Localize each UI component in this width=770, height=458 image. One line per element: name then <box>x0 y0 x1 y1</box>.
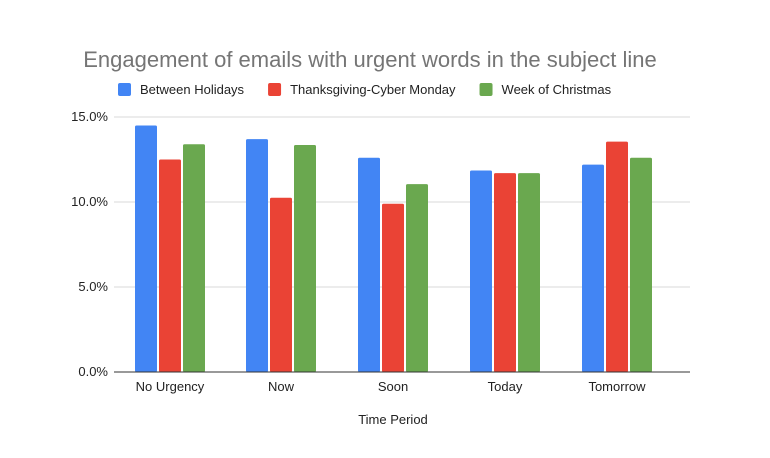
bar-now-2 <box>294 145 316 372</box>
bar-tomorrow-2 <box>630 157 652 372</box>
y-tick-label: 0.0% <box>78 364 108 379</box>
bar-tomorrow-0 <box>582 164 604 372</box>
bar-soon-1 <box>382 203 404 372</box>
bar-tomorrow-1 <box>606 141 628 372</box>
bar-soon-2 <box>406 184 428 372</box>
legend-swatch <box>479 83 493 96</box>
x-tick-label: Today <box>488 379 523 394</box>
legend: Between Holidays Thanksgiving-Cyber Monda… <box>118 82 612 97</box>
x-tick-label: Now <box>268 379 295 394</box>
x-axis-title: Time Period <box>358 412 428 427</box>
x-tick-label: No Urgency <box>136 379 205 394</box>
legend-swatch <box>268 83 282 96</box>
bar-today-2 <box>518 173 540 372</box>
bar-no-urgency-2 <box>183 144 205 372</box>
y-tick-label: 10.0% <box>71 194 108 209</box>
y-tick-label: 5.0% <box>78 279 108 294</box>
y-tick-label: 15.0% <box>71 109 108 124</box>
bar-today-1 <box>494 173 516 372</box>
bars <box>135 125 652 372</box>
bar-now-1 <box>270 197 292 372</box>
bar-soon-0 <box>358 157 380 372</box>
chart-title: Engagement of emails with urgent words i… <box>83 47 657 72</box>
bar-now-0 <box>246 139 268 372</box>
legend-label: Between Holidays <box>140 82 245 97</box>
legend-label: Week of Christmas <box>502 82 612 97</box>
x-tick-label: Soon <box>378 379 408 394</box>
bar-no-urgency-1 <box>159 159 181 372</box>
x-axis-ticks: No Urgency Now Soon Today Tomorrow <box>136 379 646 394</box>
legend-label: Thanksgiving-Cyber Monday <box>290 82 456 97</box>
legend-swatch <box>118 83 131 96</box>
x-tick-label: Tomorrow <box>588 379 646 394</box>
bar-today-0 <box>470 170 492 372</box>
bar-no-urgency-0 <box>135 125 157 372</box>
